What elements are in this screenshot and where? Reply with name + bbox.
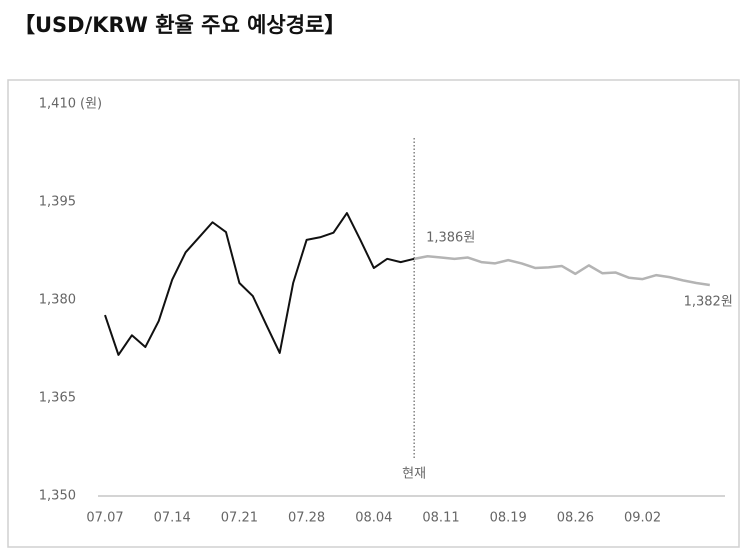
chart-frame	[7, 79, 740, 548]
x-tick-label: 07.28	[288, 511, 325, 526]
annotation: 현재	[402, 467, 426, 482]
value-annotation: 1,386원	[426, 230, 475, 245]
chart-title: 【USD/KRW 환율 주요 예상경로】	[14, 13, 345, 37]
value-annotation: 1,382원	[684, 294, 733, 309]
y-tick-label: 1,365	[39, 391, 76, 406]
series-line	[104, 212, 415, 356]
x-tick-label: 07.14	[154, 511, 191, 526]
x-tick-label: 07.07	[86, 511, 123, 526]
y-tick-label: 1,395	[39, 195, 76, 210]
x-tick-label: 08.04	[355, 511, 392, 526]
x-tick-label: 08.26	[557, 511, 594, 526]
y-tick-label: 1,380	[39, 293, 76, 308]
x-tick-label: 08.19	[490, 511, 527, 526]
x-tick-label: 09.02	[624, 511, 661, 526]
x-tick-label: 08.11	[422, 511, 459, 526]
y-tick-label: 1,350	[39, 489, 76, 504]
series-line	[413, 254, 710, 287]
x-tick-label: 07.21	[221, 511, 258, 526]
y-axis-label: (원)	[80, 97, 102, 112]
y-tick-label: 1,410	[39, 97, 76, 112]
